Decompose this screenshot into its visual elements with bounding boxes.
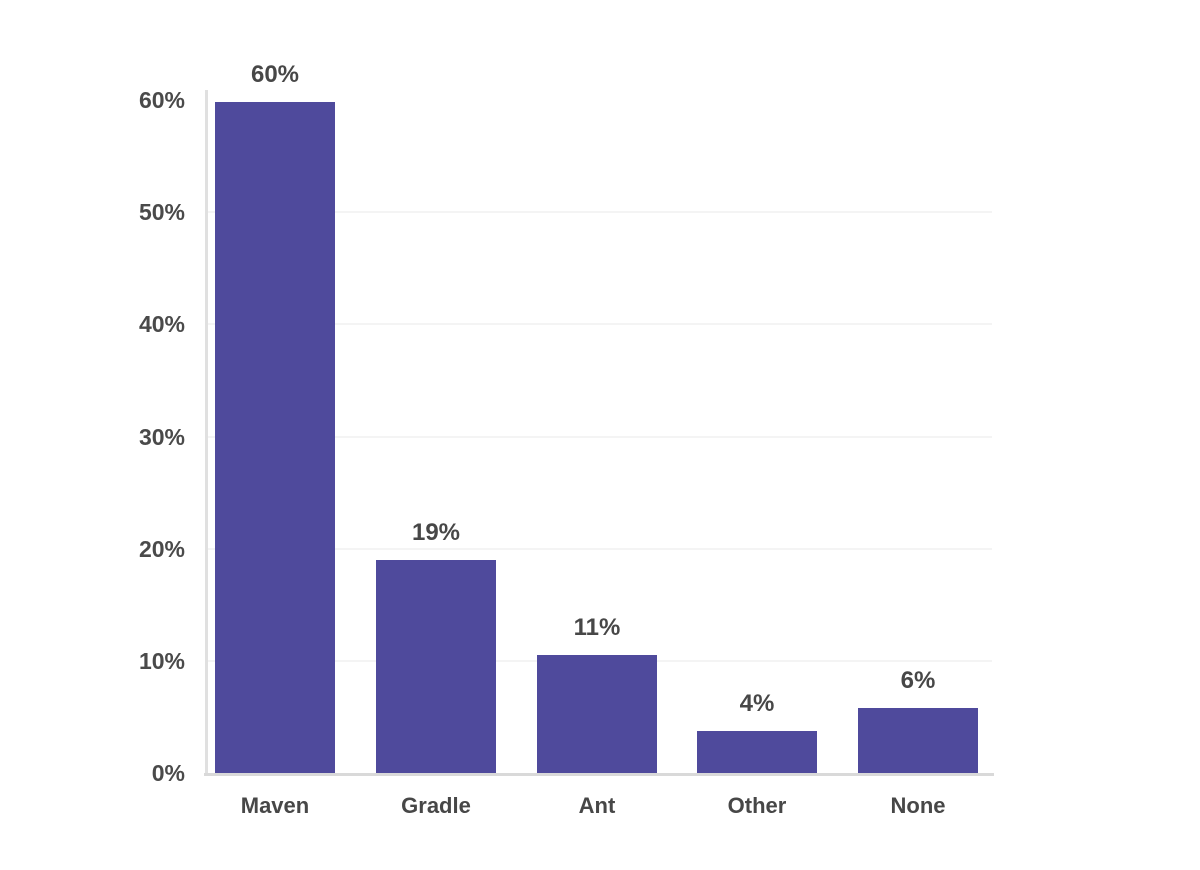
gridline-50 bbox=[207, 211, 992, 213]
x-label-none: None bbox=[890, 793, 946, 818]
y-tick-label-60: 60% bbox=[138, 87, 185, 113]
bar-other bbox=[697, 731, 817, 773]
x-label-other: Other bbox=[727, 793, 787, 818]
bar-none bbox=[858, 708, 978, 773]
y-tick-label-50: 50% bbox=[138, 199, 185, 225]
y-tick-label-20: 20% bbox=[138, 536, 185, 562]
gridline-20 bbox=[207, 548, 992, 550]
gridline-30 bbox=[207, 436, 992, 438]
x-label-maven: Maven bbox=[240, 793, 310, 818]
bar-maven bbox=[215, 102, 335, 773]
value-label-none: 6% bbox=[900, 667, 936, 694]
value-label-ant: 11% bbox=[573, 614, 621, 641]
y-tick-label-10: 10% bbox=[138, 648, 185, 674]
bar-gradle bbox=[376, 560, 496, 773]
value-label-other: 4% bbox=[739, 690, 775, 717]
y-tick-label-40: 40% bbox=[138, 311, 185, 337]
x-axis-line bbox=[204, 773, 994, 776]
value-label-maven: 60% bbox=[250, 61, 300, 88]
x-label-gradle: Gradle bbox=[401, 793, 471, 818]
y-tick-label-0: 0% bbox=[151, 760, 185, 786]
y-tick-label-30: 30% bbox=[138, 424, 185, 450]
y-axis-line bbox=[205, 90, 208, 776]
bar-ant bbox=[537, 655, 657, 773]
x-label-ant: Ant bbox=[578, 793, 616, 818]
value-label-gradle: 19% bbox=[411, 519, 461, 546]
gridline-40 bbox=[207, 323, 992, 325]
